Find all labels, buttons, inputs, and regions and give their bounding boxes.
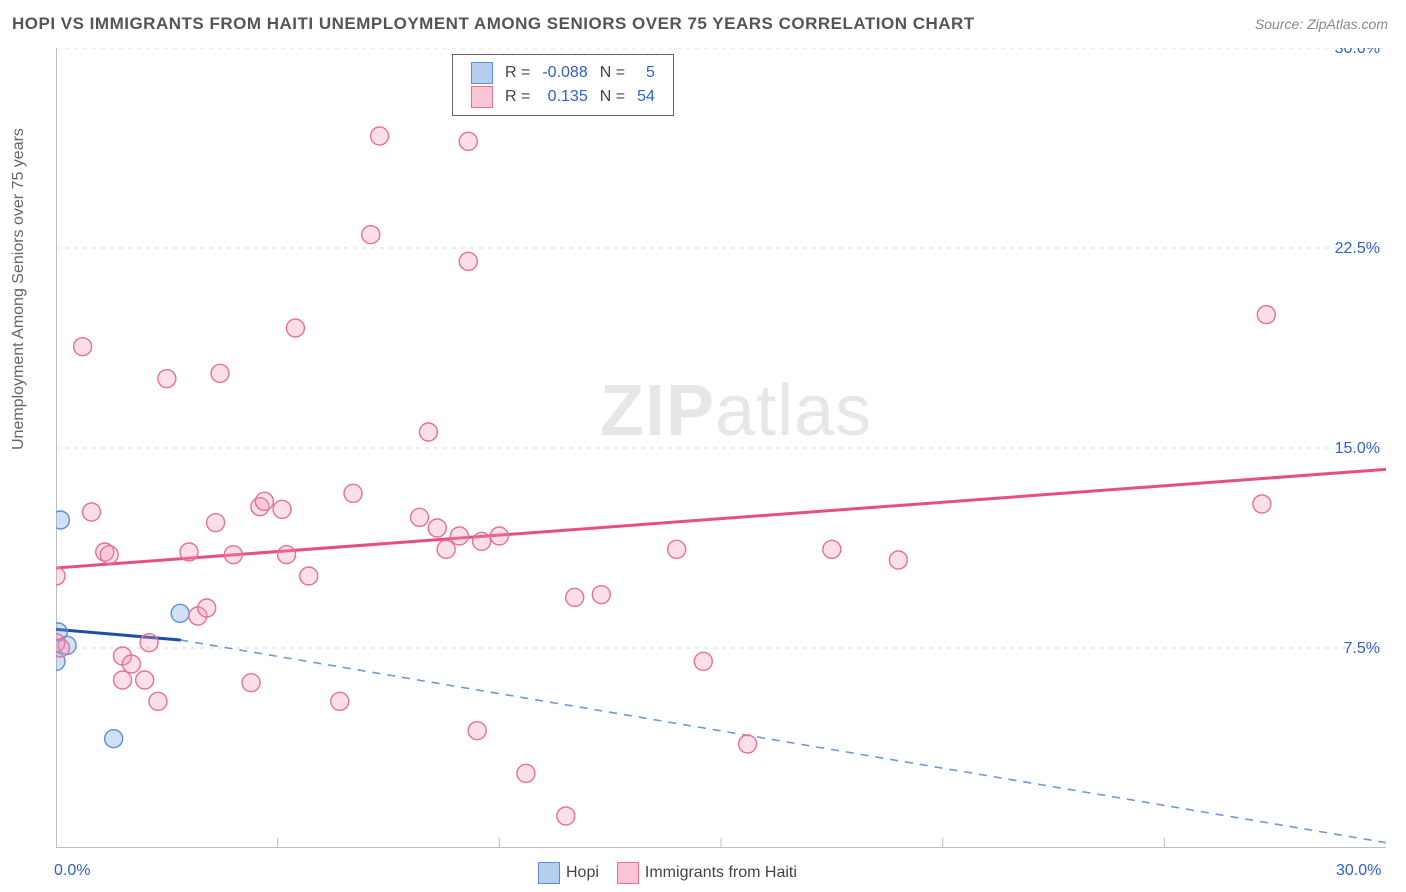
y-axis-label: Unemployment Among Seniors over 75 years xyxy=(10,128,28,450)
svg-text:30.0%: 30.0% xyxy=(1335,48,1380,57)
svg-text:15.0%: 15.0% xyxy=(1335,440,1380,457)
legend-series: HopiImmigrants from Haiti xyxy=(520,862,797,884)
svg-text:7.5%: 7.5% xyxy=(1344,640,1380,657)
x-axis-max-label: 30.0% xyxy=(1336,862,1381,880)
source-attribution: Source: ZipAtlas.com xyxy=(1255,16,1388,32)
svg-text:22.5%: 22.5% xyxy=(1335,240,1380,257)
chart-title: HOPI VS IMMIGRANTS FROM HAITI UNEMPLOYME… xyxy=(12,14,975,34)
x-axis-min-label: 0.0% xyxy=(54,862,90,880)
scatter-plot: 7.5% 15.0% 22.5% 30.0% xyxy=(56,48,1386,848)
legend-correlation: R =-0.088N =5R =0.135N =54 xyxy=(452,54,674,116)
